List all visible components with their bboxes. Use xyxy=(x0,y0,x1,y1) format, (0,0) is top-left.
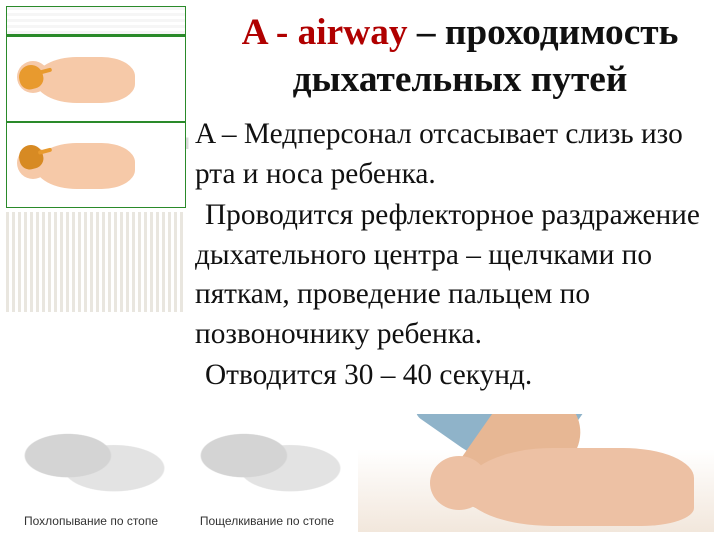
body-paragraph-3: Отводится 30 – 40 секунд. xyxy=(195,356,700,396)
diagram-header-strip xyxy=(7,7,185,35)
diagram-panel-1 xyxy=(7,35,185,121)
body-paragraph-2: Проводится рефлекторное раздражение дыха… xyxy=(195,196,700,354)
slide-title: A - airway – проходимость дыхательных пу… xyxy=(220,10,700,103)
title-dash: – xyxy=(408,12,445,53)
body-text-block: A – Медперсонал отсасывает слизь изо рта… xyxy=(195,115,700,398)
body-p1-text: Медперсонал отсасывает слизь изо рта и н… xyxy=(195,118,683,190)
bottom-illustration-row: Похлопывание по стопе Пощелкивание по ст… xyxy=(6,414,714,532)
photo-back-stroke xyxy=(358,414,714,532)
left-illustration-column xyxy=(6,6,186,312)
sketch-foot-flick: Пощелкивание по стопе xyxy=(182,414,352,532)
infant-prone xyxy=(464,448,694,526)
lead-dash: – xyxy=(215,118,244,150)
medical-diagram-box xyxy=(6,6,186,208)
title-black-2: дыхательных путей xyxy=(220,57,700,104)
body-paragraph-1: A – Медперсонал отсасывает слизь изо рта… xyxy=(195,115,700,194)
title-black-1: проходимость xyxy=(445,12,678,53)
infant-shape-1 xyxy=(35,57,135,103)
title-red: A - airway xyxy=(242,12,408,53)
sketch-foot-pat: Похлопывание по стопе xyxy=(6,414,176,532)
sketch-caption-right: Пощелкивание по стопе xyxy=(182,514,352,528)
sketch-caption-left: Похлопывание по стопе xyxy=(6,514,176,528)
diagram-panel-2 xyxy=(7,121,185,207)
lead-letter: A xyxy=(195,118,215,150)
striped-placeholder xyxy=(6,212,186,312)
